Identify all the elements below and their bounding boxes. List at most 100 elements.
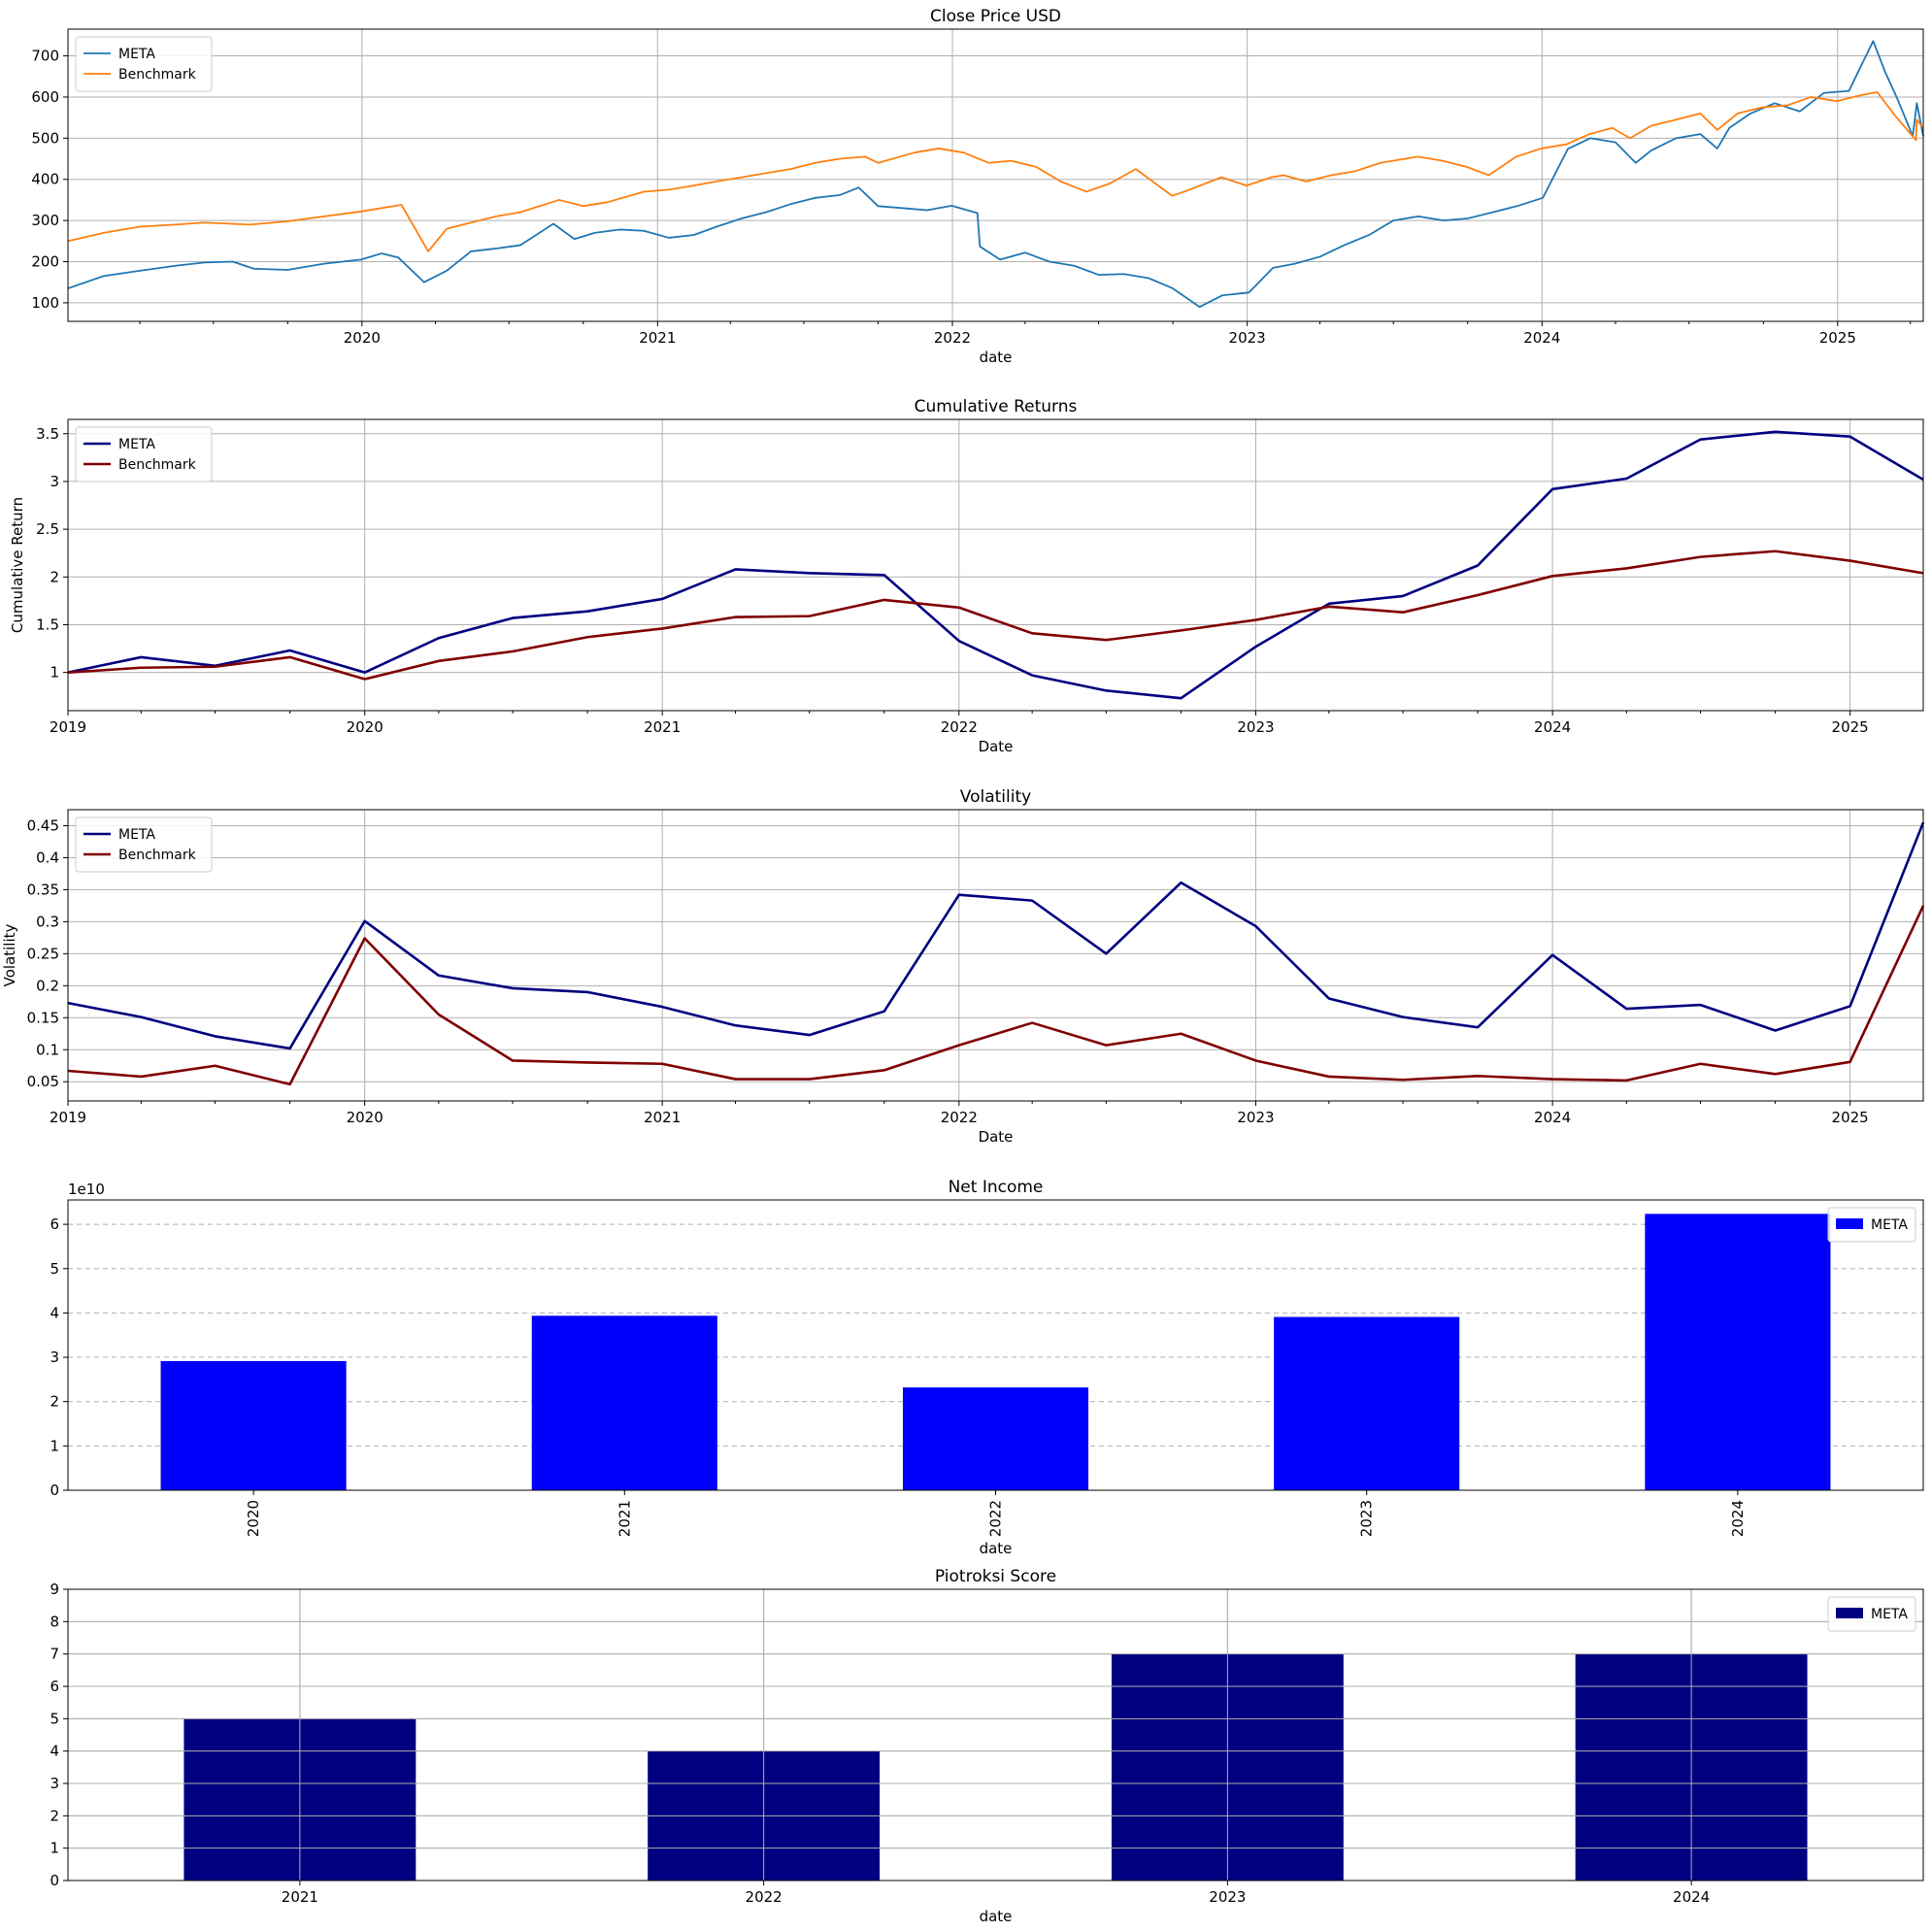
x-tick-label: 2022 [987,1500,1005,1537]
x-tick-label: 2021 [644,1109,681,1126]
y-tick-label: 0.4 [36,849,59,866]
legend: META [1827,1596,1916,1632]
x-tick-label: 2023 [1237,1109,1274,1126]
x-tick-label: 2020 [347,1109,383,1126]
series-line-meta [67,821,1925,1050]
x-tick-label: 2025 [1819,329,1856,347]
y-tick-label: 3 [50,473,59,490]
legend: META Benchmark [75,36,213,92]
legend-label-benchmark: Benchmark [118,457,197,473]
legend-swatch [1836,1608,1863,1618]
chart-4: Net Income 0 1 2 3 4 5 6 2020 2021 2022 2023 2024 dat… [50,1178,1924,1557]
axes-frame [67,809,1924,1102]
y-tick-label: 0.35 [27,881,59,898]
y-tick-label: 1 [50,1840,59,1857]
y-tick-label: 5 [50,1260,59,1278]
legend-label-meta: META [118,437,155,452]
x-tick-label: 2019 [50,1109,86,1126]
series-line-benchmark [67,90,1924,252]
y-offset-label: 1e10 [68,1181,105,1198]
x-tick-label: 2024 [1534,1109,1571,1126]
y-tick-label: 0.45 [27,816,59,834]
legend-label-meta: META [118,827,155,843]
y-tick-label: 2 [50,1807,59,1824]
y-tick-label: 0 [50,1872,59,1889]
x-tick-label: 2023 [1209,1888,1246,1906]
legend: META Benchmark [75,816,213,873]
legend-label-benchmark: Benchmark [118,848,197,863]
chart-2: Cumulative Returns 1 1.5 2 2.5 3 3.5 2019 2020 20… [9,397,1924,755]
x-tick-label: 2020 [344,329,381,347]
x-tick-label: 2023 [1358,1500,1376,1537]
series-line-meta [67,40,1924,309]
x-tick-label: 2021 [639,329,676,347]
chart-title: Cumulative Returns [915,397,1078,416]
y-tick-label: 7 [50,1646,59,1663]
x-tick-label: 2024 [1729,1500,1747,1537]
legend-box [75,36,213,92]
x-tick-label: 2021 [644,718,681,736]
bar-2024 [1645,1214,1831,1490]
y-tick-label: 1 [50,664,59,682]
x-axis-label: date [980,1540,1013,1557]
bar-2023 [1274,1316,1460,1490]
x-tick-label: 2019 [50,718,86,736]
y-tick-label: 8 [50,1613,59,1630]
y-tick-label: 500 [31,129,59,147]
y-tick-label: 3 [50,1348,59,1366]
legend-label-meta: META [1871,1217,1908,1233]
chart-title: Net Income [949,1178,1044,1197]
y-tick-label: 0.05 [27,1073,59,1090]
x-tick-label: 2022 [934,329,971,347]
chart-title: Volatility [960,787,1031,807]
x-tick-label: 2022 [746,1888,783,1906]
x-tick-label: 2022 [941,1109,978,1126]
x-tick-label: 2022 [941,718,978,736]
x-tick-label: 2025 [1832,718,1869,736]
y-tick-label: 3 [50,1775,59,1792]
y-tick-label: 4 [50,1304,59,1321]
y-tick-label: 2.5 [36,520,59,538]
y-tick-label: 4 [50,1743,59,1760]
y-tick-label: 0.25 [27,945,59,962]
x-tick-label: 2023 [1229,329,1266,347]
bar-2020 [160,1360,347,1490]
y-tick-label: 0.2 [36,977,59,994]
chart-5: Piotroksi Score 0 1 2 3 4 5 6 7 8 9 2021 2022 2023 202… [50,1567,1924,1925]
legend-box [75,816,213,873]
y-tick-label: 1 [50,1437,59,1454]
x-tick-label: 2024 [1673,1888,1710,1906]
x-tick-label: 2023 [1237,718,1274,736]
bar-2022 [902,1387,1089,1490]
y-tick-label: 600 [31,88,59,106]
legend-swatch [1836,1218,1863,1229]
axes-frame [67,418,1924,712]
y-tick-label: 3.5 [36,425,59,443]
chart-1: Close Price USD 100 200 300 400 500 600 700 2020… [31,7,1924,366]
x-axis-label: date [980,1908,1013,1925]
x-tick-label: 2021 [282,1888,318,1906]
y-tick-label: 2 [50,1393,59,1411]
legend-box [75,426,213,483]
x-axis-label: Date [979,738,1014,755]
y-axis-label: Volatility [1,923,18,986]
y-tick-label: 400 [31,171,59,188]
y-tick-label: 1.5 [36,616,59,633]
legend: META Benchmark [75,426,213,483]
legend-label-meta: META [1871,1607,1908,1622]
series-line-meta [67,430,1924,700]
bar-2021 [531,1315,717,1490]
y-tick-label: 0 [50,1482,59,1499]
y-tick-label: 2 [50,568,59,585]
legend-box [1827,1207,1916,1243]
x-tick-label: 2024 [1523,329,1560,347]
chart-title: Close Price USD [930,7,1061,26]
legend-box [1827,1596,1916,1632]
y-tick-label: 700 [31,48,59,65]
y-tick-label: 0.1 [36,1041,59,1058]
x-tick-label: 2021 [616,1500,633,1537]
y-tick-label: 100 [31,294,59,312]
chart-title: Piotroksi Score [935,1567,1056,1586]
y-axis-label: Cumulative Return [9,497,26,633]
